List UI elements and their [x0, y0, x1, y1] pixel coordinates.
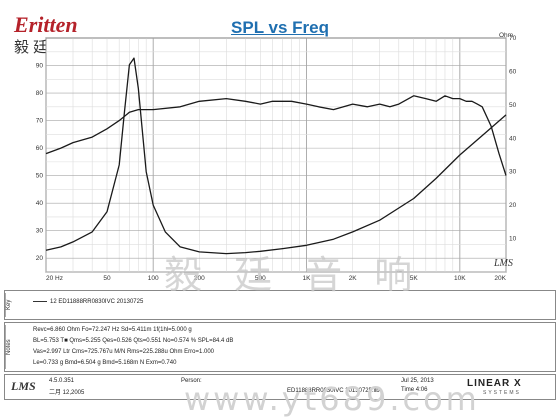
x-tick-label: 200 — [194, 275, 205, 282]
x-tick-label: 10K — [454, 275, 466, 282]
footer-stamp-time: Time 4:06 — [401, 387, 428, 393]
y-right-tick-label: 70 — [509, 35, 517, 42]
right-axis-unit: Ohm — [499, 32, 513, 39]
y-left-tick-label: 40 — [36, 200, 44, 207]
brand-name: ritten — [28, 12, 78, 37]
chart-title: SPL vs Freq — [231, 18, 329, 37]
x-tick-label: 100 — [148, 275, 159, 282]
linear-x-logo: LINEAR X — [467, 378, 522, 389]
param-line-1: Revc=6.860 Ohm Fo=72.247 Hz Sd=5.411m 1f… — [33, 327, 192, 333]
key-label: Key — [5, 293, 24, 317]
param-line-4: Le=0.733 g Bmd=6.504 g Bmd=5.168m N Exm=… — [33, 360, 177, 366]
plot-area — [45, 37, 507, 273]
url-watermark: www.yt689.com — [184, 380, 480, 418]
x-tick-label: 2K — [349, 275, 358, 282]
y-left-tick-label: 30 — [36, 228, 44, 235]
y-right-tick-label: 40 — [509, 135, 517, 142]
chart-ticks: 20 Hz 50 100 200 500 1K 2K 5K 10K 20K 20 30 40 50 60 70… — [36, 35, 517, 282]
y-right-tick-label: 50 — [509, 102, 517, 109]
spl-impedance-chart: 20 Hz 50 100 200 500 1K 2K 5K 10K 20K 20 30 40 50 60 70… — [36, 32, 517, 282]
y-left-tick-label: 50 — [36, 173, 44, 180]
impedance-curve — [45, 57, 507, 255]
x-tick-label: 500 — [255, 275, 266, 282]
param-line-3: Vas=2.997 Ltr Cms=725.767u M/N Rms=225.2… — [33, 349, 214, 355]
spl-curve — [45, 95, 507, 176]
notes-label: Notes — [5, 325, 24, 369]
linear-x-sub: SYSTEMS — [483, 390, 521, 396]
footer-box: LMS 4.5.0.351 二月 12,2005 Person: ED11888… — [4, 374, 556, 400]
chart-grid — [45, 37, 507, 273]
y-left-tick-label: 90 — [36, 63, 44, 70]
y-left-tick-label: 80 — [36, 90, 44, 97]
chinese-watermark: 毅 廷 音 响 — [164, 253, 423, 297]
param-line-2: BL=5.753 T■ Qms=5.255 Qes=0.526 Qts=0.55… — [33, 338, 234, 344]
y-right-tick-label: 20 — [509, 202, 517, 209]
y-right-tick-label: 60 — [509, 68, 517, 75]
y-left-tick-label: 20 — [36, 255, 44, 262]
footer-person: Person: — [181, 378, 202, 384]
x-tick-label: 20K — [494, 275, 506, 282]
notes-box: Notes Revc=6.860 Ohm Fo=72.247 Hz Sd=5.4… — [4, 322, 556, 372]
footer-version: 4.5.0.351 — [49, 378, 75, 384]
y-left-tick-label: 70 — [36, 118, 44, 125]
y-right-tick-label: 30 — [509, 169, 517, 176]
x-tick-label: 5K — [410, 275, 419, 282]
footer-date: 二月 12,2005 — [49, 390, 85, 396]
key-box: Key 12 ED11888RR0830IVC 20130725 — [4, 290, 556, 320]
legend-entry: 12 ED11888RR0830IVC 20130725 — [33, 299, 143, 305]
x-tick-label: 20 Hz — [46, 275, 63, 282]
y-left-tick-label: 60 — [36, 145, 44, 152]
lms-mark: LMS — [493, 258, 513, 269]
footer-file: ED11888RR0830IVC 20130725.lib — [287, 388, 380, 394]
chart-series — [45, 57, 507, 255]
footer-lms-mark: LMS — [11, 379, 36, 393]
x-tick-label: 1K — [303, 275, 312, 282]
footer-stamp-date: Jul 25, 2013 — [401, 378, 434, 384]
x-tick-label: 50 — [103, 275, 111, 282]
y-right-tick-label: 10 — [509, 236, 517, 243]
